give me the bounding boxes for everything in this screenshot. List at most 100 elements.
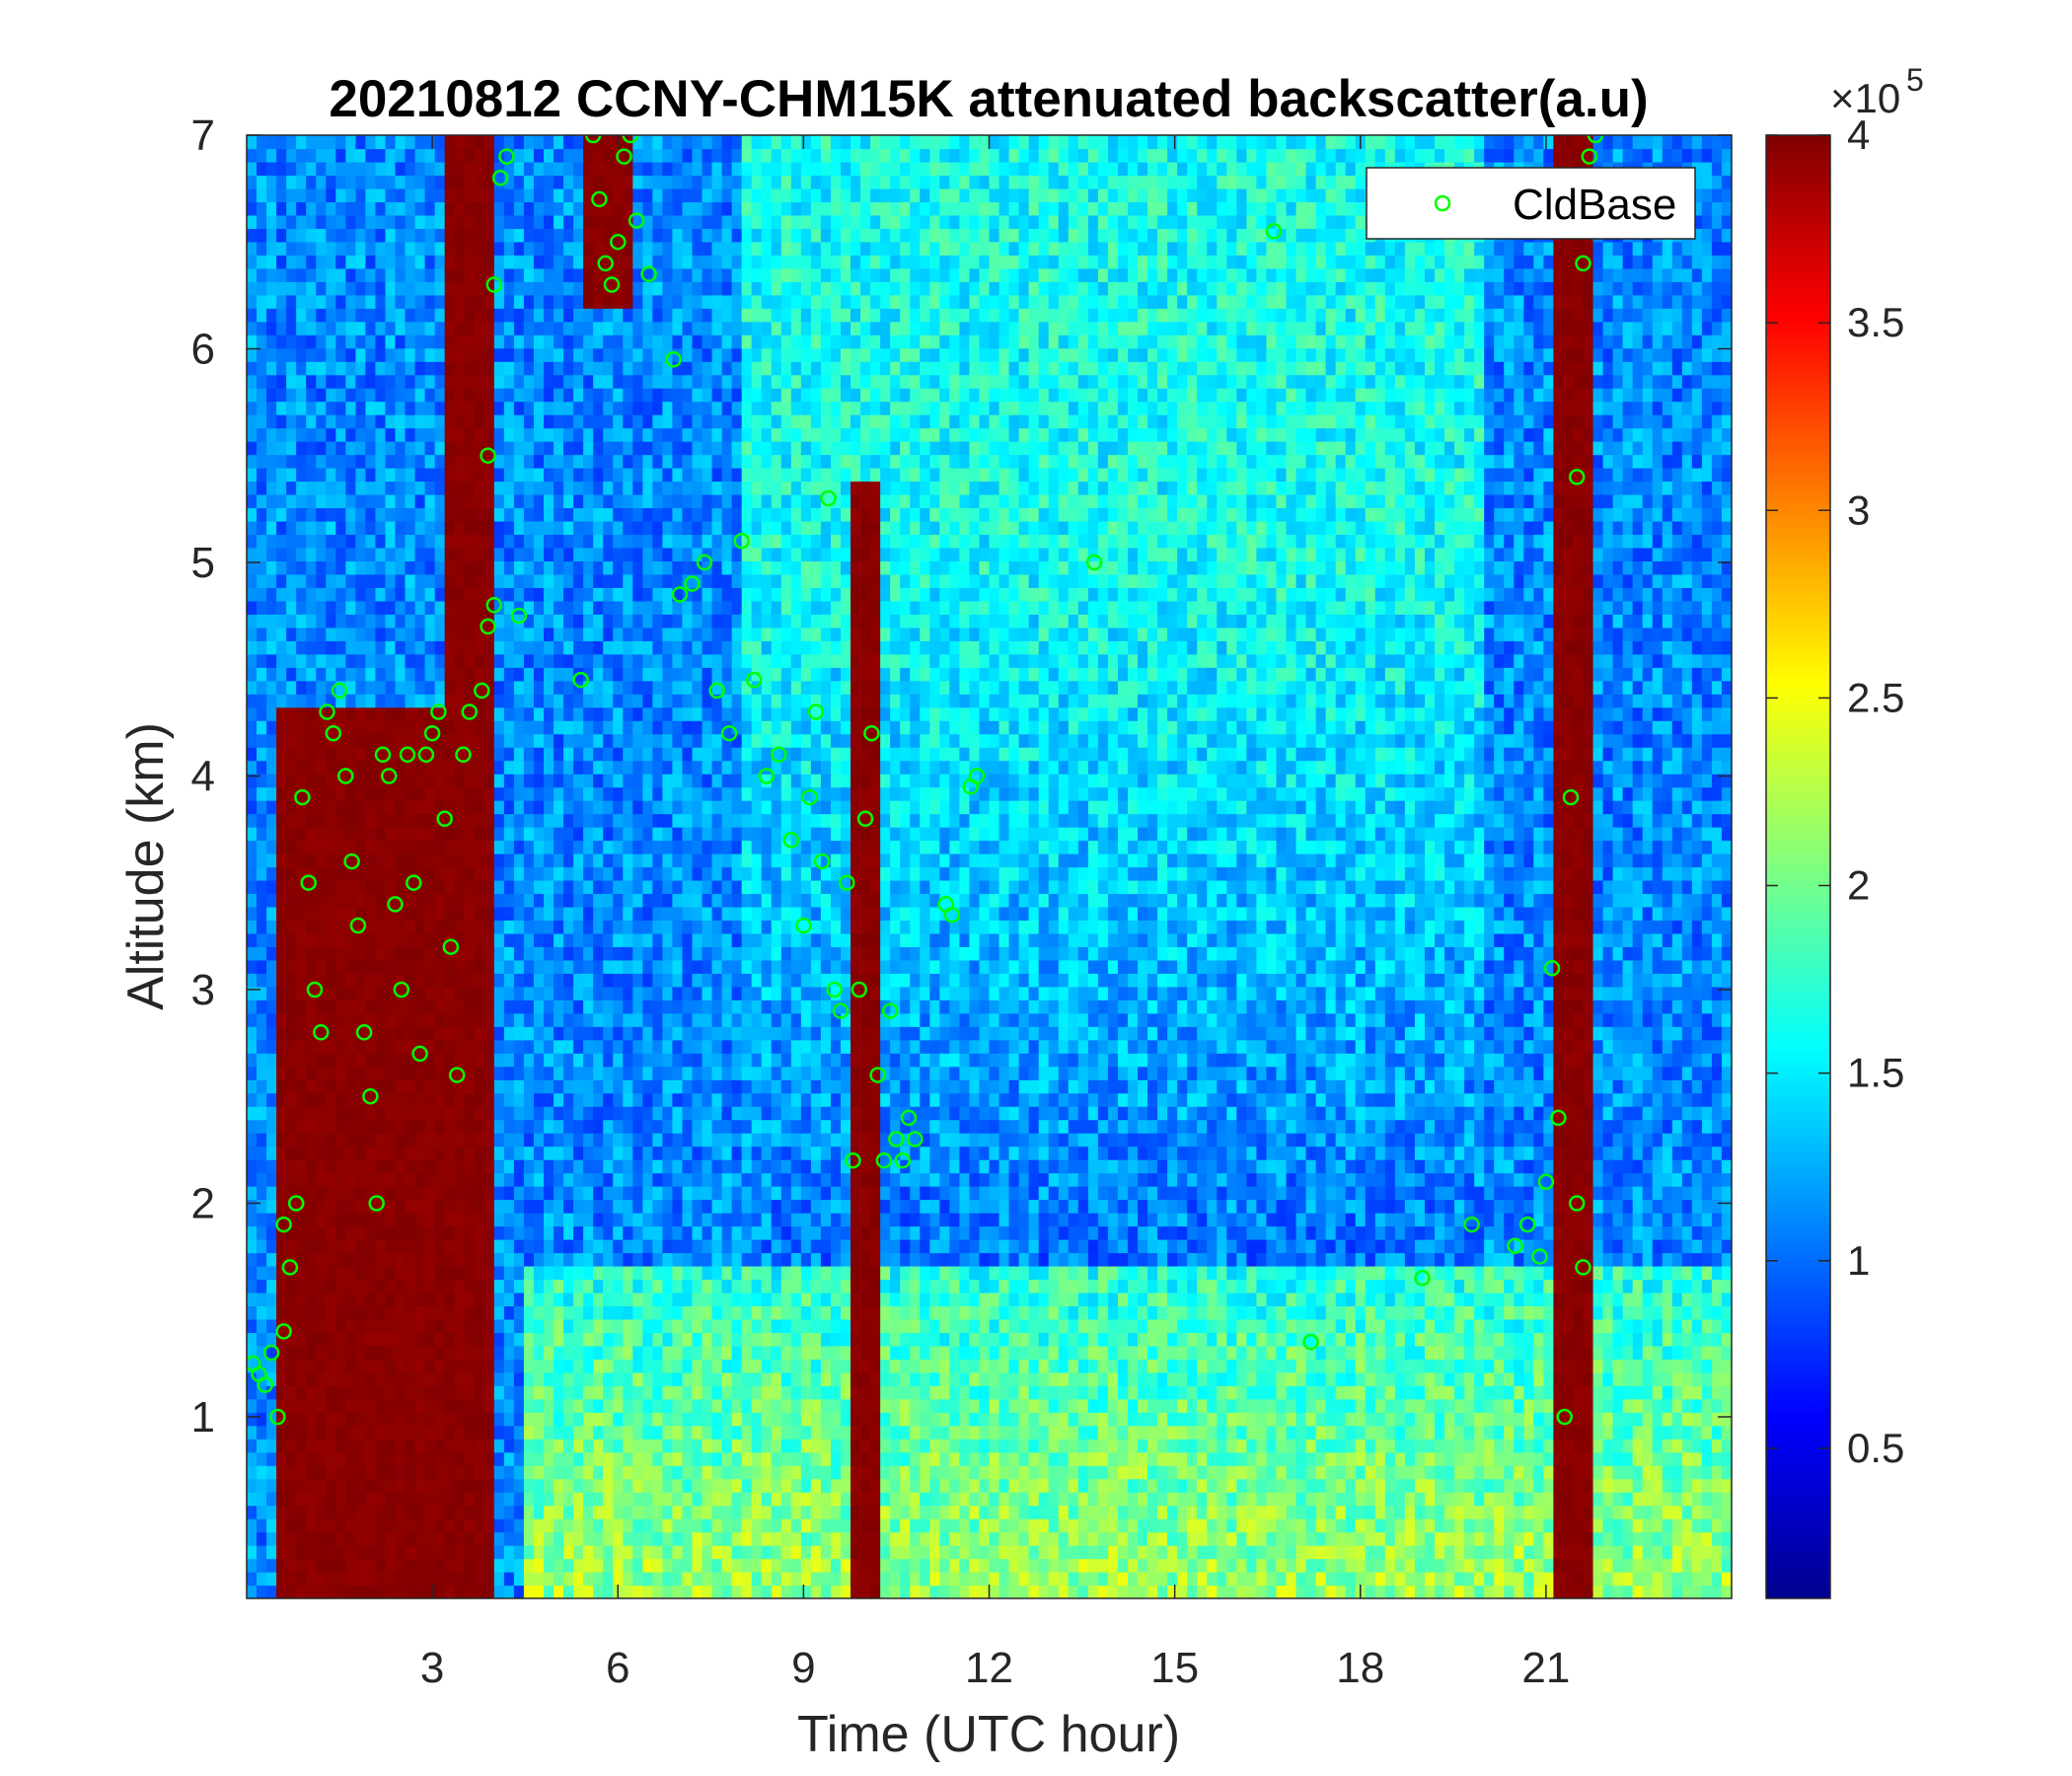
heatmap-cell: [623, 694, 633, 708]
heatmap-cell: [335, 827, 346, 842]
heatmap-cell: [444, 1053, 456, 1068]
heatmap-cell: [672, 507, 684, 522]
heatmap-cell: [316, 827, 327, 842]
heatmap-cell: [257, 374, 267, 389]
heatmap-cell: [652, 1572, 663, 1587]
heatmap-cell: [365, 694, 377, 708]
heatmap-cell: [424, 640, 436, 655]
heatmap-cell: [523, 587, 535, 602]
heatmap-cell: [563, 534, 574, 549]
heatmap-cell: [257, 906, 267, 922]
heatmap-cell: [563, 906, 574, 922]
heatmap-cell: [554, 201, 564, 216]
heatmap-cell: [444, 1318, 456, 1333]
heatmap-cell: [316, 308, 327, 323]
heatmap-cell: [583, 973, 594, 988]
heatmap-cell: [652, 560, 663, 575]
heatmap-cell: [355, 1053, 366, 1068]
heatmap-cell: [652, 973, 663, 988]
heatmap-cell: [424, 680, 436, 695]
heatmap-cell: [672, 294, 684, 309]
heatmap-cell: [483, 1199, 495, 1214]
heatmap-cell: [286, 441, 297, 456]
heatmap-cell: [474, 1292, 485, 1306]
heatmap-cell: [355, 1572, 366, 1587]
heatmap-cell: [563, 1505, 574, 1519]
heatmap-cell: [257, 1585, 267, 1598]
heatmap-cell: [316, 1318, 327, 1333]
heatmap-cell: [424, 1451, 436, 1466]
heatmap-cell: [642, 414, 653, 429]
heatmap-cell: [326, 694, 336, 708]
heatmap-cell: [444, 1345, 456, 1360]
heatmap-cell: [276, 468, 287, 482]
heatmap-cell: [444, 840, 456, 854]
heatmap-cell: [682, 827, 694, 842]
heatmap-cell: [632, 879, 643, 895]
heatmap-cell: [395, 1545, 407, 1560]
heatmap-cell: [503, 760, 515, 775]
heatmap-cell: [306, 294, 317, 309]
heatmap-cell: [306, 786, 317, 801]
heatmap-cell: [257, 1159, 267, 1174]
heatmap-cell: [652, 294, 663, 309]
heatmap-cell: [296, 255, 307, 269]
heatmap-cell: [623, 1398, 633, 1413]
heatmap-cell: [493, 1572, 505, 1587]
heatmap-cell: [385, 321, 397, 335]
heatmap-cell: [434, 1133, 446, 1147]
heatmap-cell: [544, 1292, 555, 1306]
heatmap-cell: [335, 1359, 346, 1373]
heatmap-cell: [464, 454, 476, 469]
heatmap-cell: [642, 1026, 653, 1041]
heatmap-cell: [483, 946, 495, 961]
heatmap-cell: [632, 906, 643, 922]
heatmap-cell: [296, 1265, 307, 1281]
heatmap-cell: [563, 321, 574, 335]
heatmap-cell: [493, 640, 505, 655]
heatmap-cell: [503, 334, 515, 349]
heatmap-cell: [316, 1531, 327, 1546]
heatmap-cell: [682, 1106, 694, 1121]
heatmap-cell: [533, 401, 545, 415]
heatmap-cell: [345, 973, 356, 988]
heatmap-cell: [296, 560, 307, 575]
heatmap-cell: [554, 600, 564, 615]
heatmap-cell: [563, 1225, 574, 1240]
heatmap-cell: [414, 959, 426, 974]
heatmap-cell: [503, 1478, 515, 1493]
heatmap-cell: [623, 148, 633, 163]
heatmap-cell: [652, 414, 663, 429]
heatmap-cell: [434, 800, 446, 815]
heatmap-cell: [483, 959, 495, 974]
heatmap-cell: [286, 1159, 297, 1174]
heatmap-cell: [613, 920, 624, 934]
heatmap-cell: [623, 573, 633, 588]
heatmap-cell: [613, 1292, 624, 1306]
heatmap-cell: [573, 1465, 584, 1480]
heatmap-cell: [335, 614, 346, 629]
heatmap-cell: [424, 1531, 436, 1546]
heatmap-cell: [454, 959, 466, 974]
heatmap-cell: [662, 893, 674, 908]
heatmap-cell: [454, 1026, 466, 1041]
heatmap-cell: [266, 667, 277, 682]
heatmap-cell: [533, 1518, 545, 1533]
heatmap-cell: [306, 560, 317, 575]
heatmap-cell: [257, 1305, 267, 1320]
heatmap-cell: [623, 614, 633, 629]
heatmap-cell: [434, 1225, 446, 1240]
heatmap-cell: [573, 1146, 584, 1160]
heatmap-cell: [583, 187, 594, 203]
heatmap-cell: [563, 560, 574, 575]
heatmap-cell: [414, 667, 426, 682]
heatmap-cell: [444, 680, 456, 695]
heatmap-cell: [414, 973, 426, 988]
heatmap-cell: [355, 813, 366, 828]
heatmap-cell: [335, 587, 346, 602]
heatmap-cell: [554, 627, 564, 641]
heatmap-cell: [405, 534, 416, 549]
heatmap-cell: [395, 388, 407, 403]
heatmap-cell: [306, 774, 317, 788]
heatmap-cell: [405, 187, 416, 203]
